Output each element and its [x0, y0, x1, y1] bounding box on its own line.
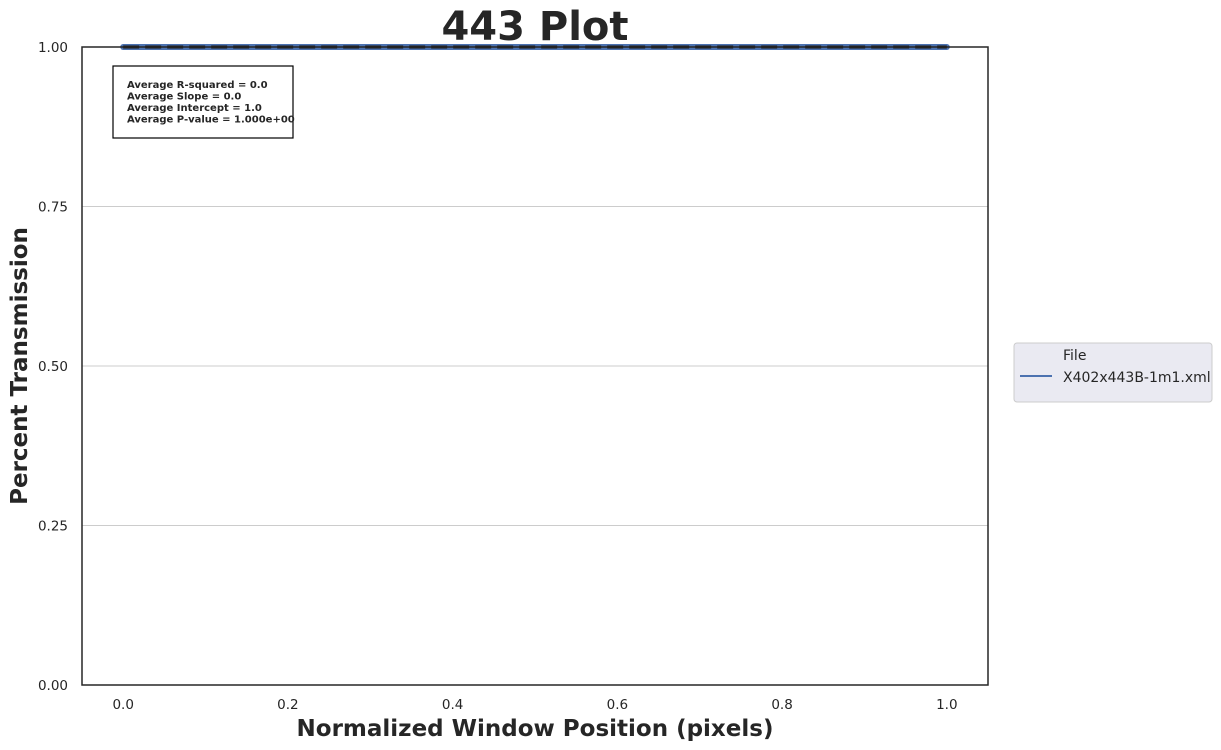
x-axis-label: Normalized Window Position (pixels) [297, 716, 774, 742]
y-tick-label: 0.25 [38, 519, 68, 535]
x-tick-label: 0.0 [112, 697, 133, 713]
x-tick-label: 0.8 [771, 697, 792, 713]
stats-box-frame [112, 65, 294, 139]
x-tick-label: 1.0 [936, 697, 957, 713]
y-tick-labels: 0.00 0.25 0.50 0.75 1.00 [38, 40, 68, 694]
y-tick-label: 0.00 [38, 678, 68, 694]
chart-title: 443 Plot [441, 4, 628, 50]
stats-intercept: Average Intercept = 1.0 [127, 103, 262, 114]
y-tick-label: 0.75 [38, 200, 68, 216]
legend-entry: X402x443B-1m1.xml [1063, 370, 1211, 386]
legend-title: File [1063, 348, 1086, 364]
legend: File X402x443B-1m1.xml [1013, 342, 1213, 403]
stats-box: Average R-squared = 0.0 Average Slope = … [112, 65, 295, 139]
stats-r-squared: Average R-squared = 0.0 [127, 80, 268, 91]
stats-p-value: Average P-value = 1.000e+00 [127, 115, 295, 126]
y-tick-label: 1.00 [38, 40, 68, 56]
y-tick-label: 0.50 [38, 359, 68, 375]
x-tick-labels: 0.0 0.2 0.4 0.6 0.8 1.0 [112, 697, 957, 713]
x-tick-label: 0.6 [607, 697, 628, 713]
stats-slope: Average Slope = 0.0 [127, 92, 241, 103]
y-axis-label: Percent Transmission [7, 227, 33, 505]
x-tick-label: 0.4 [442, 697, 463, 713]
legend-frame [1013, 342, 1213, 403]
plot-frame [81, 46, 989, 686]
x-tick-label: 0.2 [277, 697, 298, 713]
